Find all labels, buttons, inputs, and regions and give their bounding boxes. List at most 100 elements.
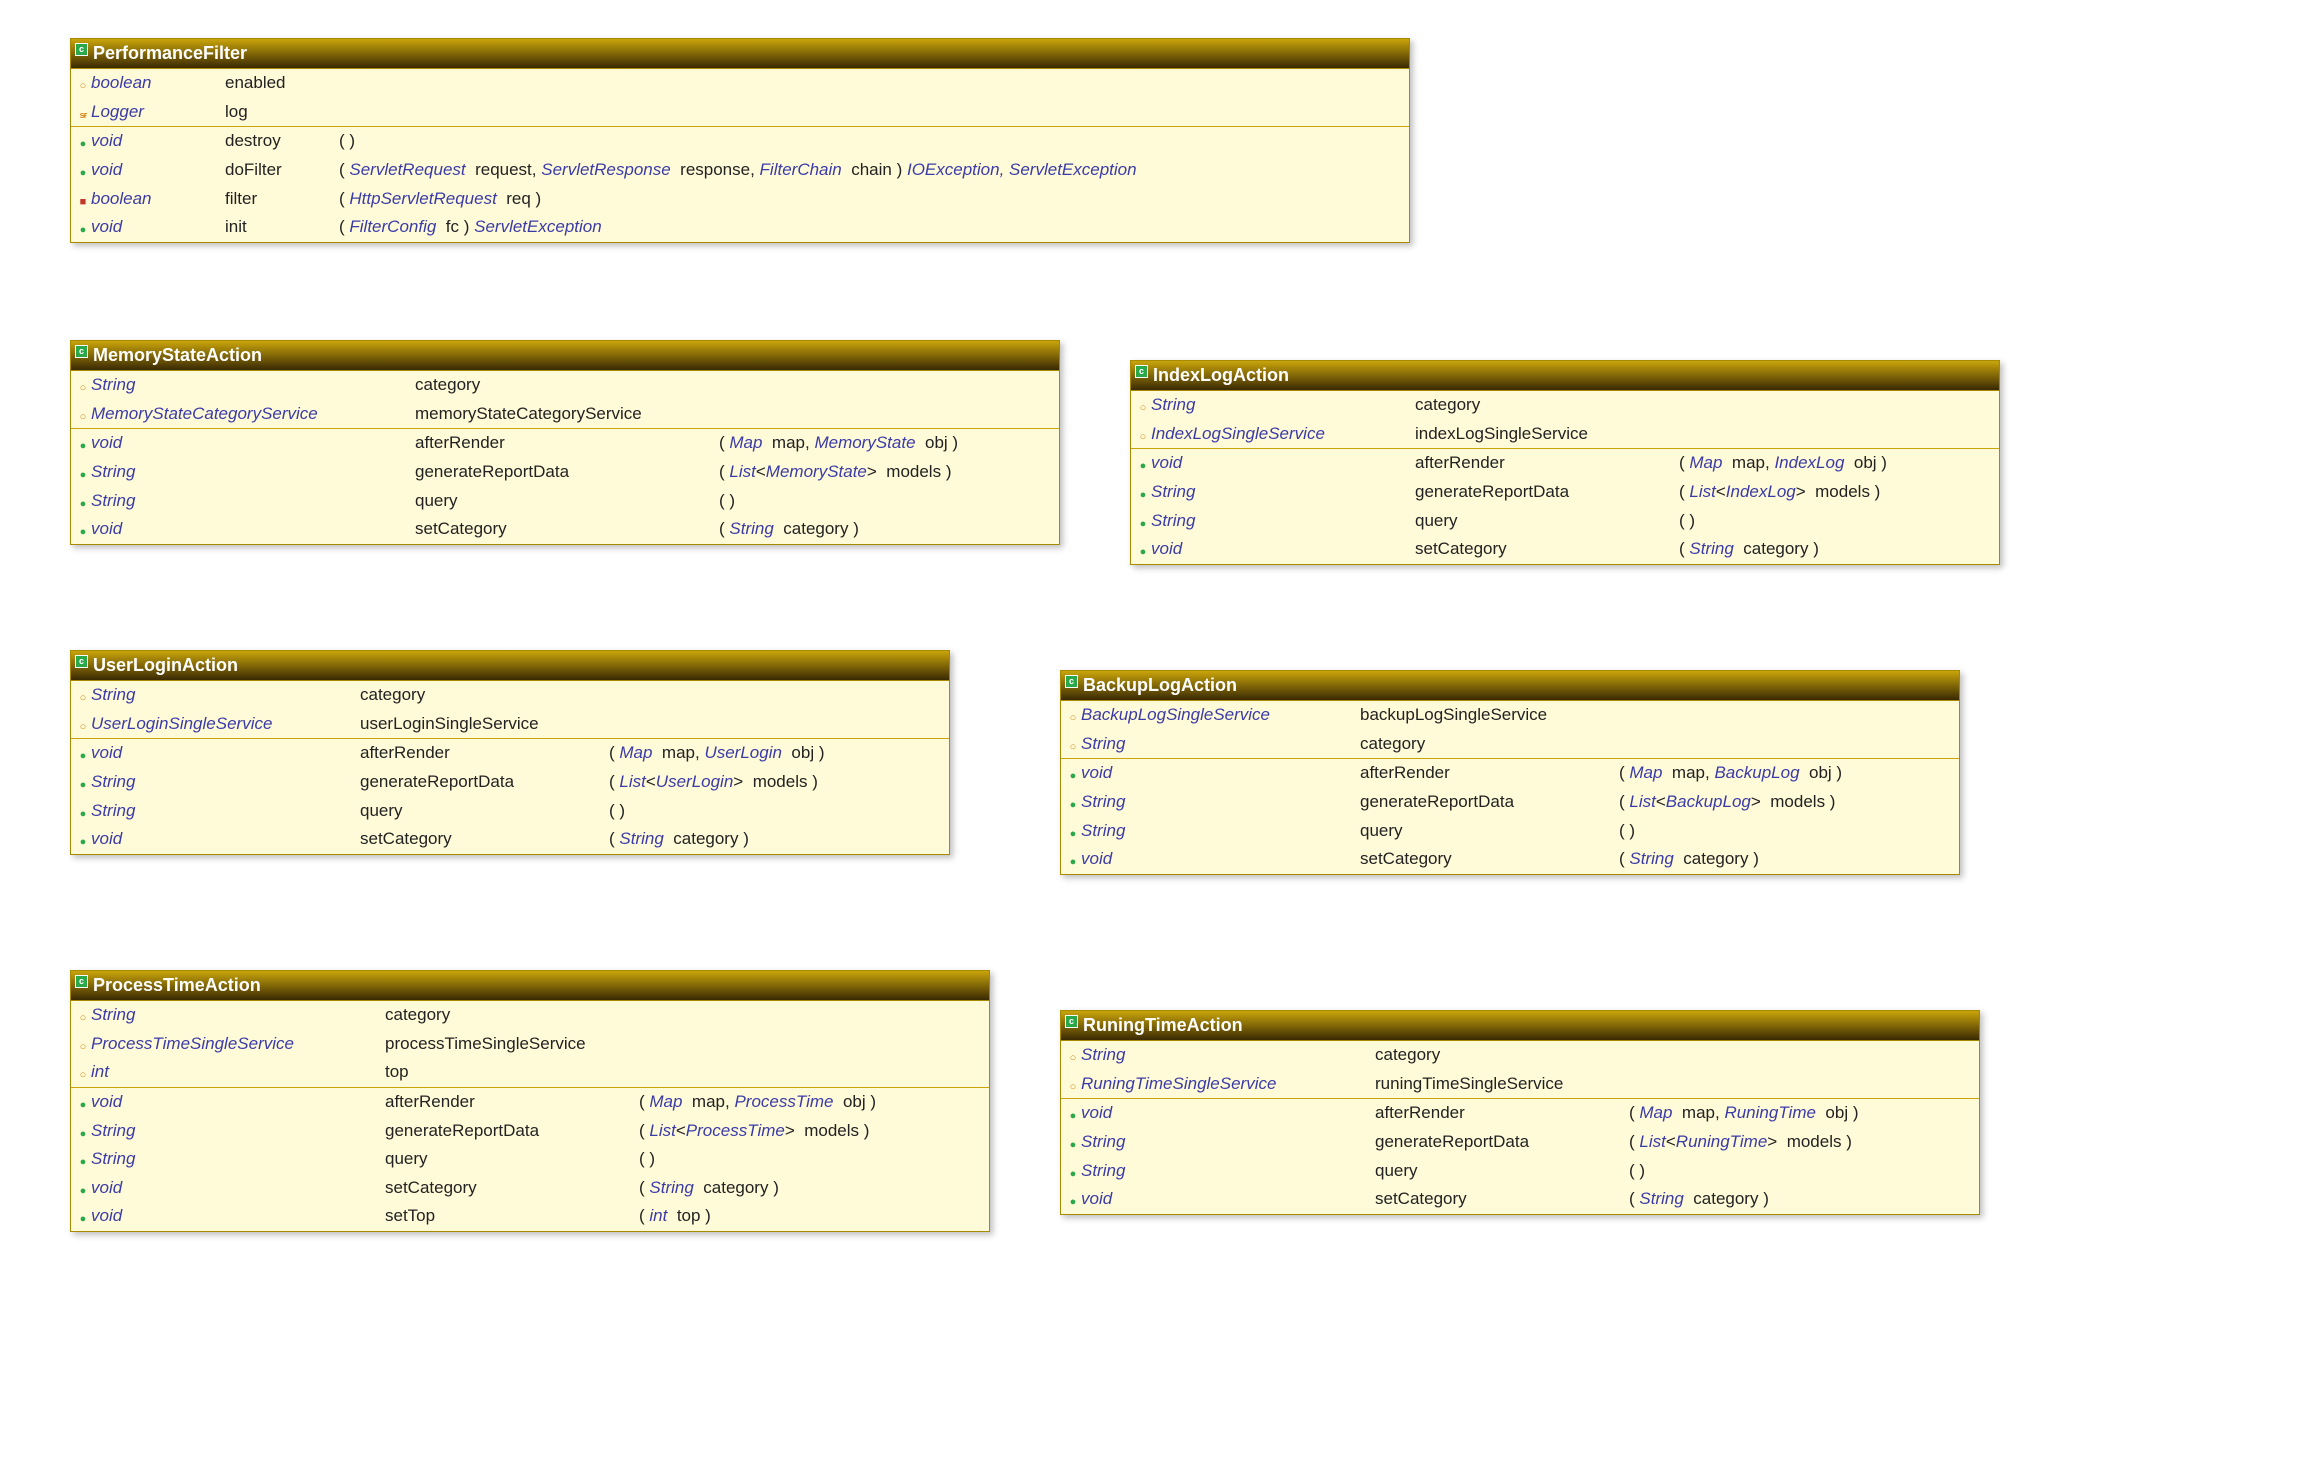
class-title: IndexLogAction bbox=[1153, 365, 1289, 385]
visibility-icon: ○ bbox=[1065, 711, 1081, 727]
method-signature: ( HttpServletRequest req ) bbox=[339, 187, 541, 212]
method-row: ●StringgenerateReportData( List<ProcessT… bbox=[71, 1117, 989, 1146]
field-type: String bbox=[91, 683, 360, 708]
field-row: ○Stringcategory bbox=[1131, 391, 1999, 420]
method-row: ●voidsetCategory( String category ) bbox=[71, 1174, 989, 1203]
field-type: BackupLogSingleService bbox=[1081, 703, 1360, 728]
method-name: destroy bbox=[225, 129, 339, 154]
method-return-type: void bbox=[1081, 1101, 1375, 1126]
method-row: ●StringgenerateReportData( List<MemorySt… bbox=[71, 458, 1059, 487]
visibility-icon: ● bbox=[1065, 798, 1081, 814]
visibility-icon: ● bbox=[1135, 488, 1151, 504]
fields-section: ○Stringcategory○ProcessTimeSingleService… bbox=[71, 1001, 989, 1088]
method-signature: ( String category ) bbox=[1679, 537, 1819, 562]
method-name: setCategory bbox=[1375, 1187, 1629, 1212]
method-row: ●voidsetCategory( String category ) bbox=[71, 825, 949, 854]
method-signature: ( ) bbox=[1629, 1159, 1645, 1184]
class-icon: c bbox=[1135, 365, 1148, 378]
visibility-icon: ● bbox=[75, 497, 91, 513]
method-signature: ( Map map, IndexLog obj ) bbox=[1679, 451, 1887, 476]
class-icon: c bbox=[75, 345, 88, 358]
visibility-icon: ■ bbox=[75, 195, 91, 211]
visibility-icon: ● bbox=[1065, 769, 1081, 785]
method-signature: ( ) bbox=[1619, 819, 1635, 844]
method-name: generateReportData bbox=[1415, 480, 1679, 505]
visibility-icon: ● bbox=[75, 807, 91, 823]
method-signature: ( Map map, UserLogin obj ) bbox=[609, 741, 824, 766]
method-return-type: void bbox=[91, 1204, 385, 1229]
field-row: ○Stringcategory bbox=[71, 1001, 989, 1030]
method-signature: ( String category ) bbox=[719, 517, 859, 542]
class-title: RuningTimeAction bbox=[1083, 1015, 1243, 1035]
method-name: afterRender bbox=[1375, 1101, 1629, 1126]
visibility-icon: ● bbox=[75, 468, 91, 484]
class-title: MemoryStateAction bbox=[93, 345, 262, 365]
uml-canvas: cPerformanceFilter○booleanenabledsғLogge… bbox=[0, 0, 2322, 1469]
methods-section: ●voidafterRender( Map map, UserLogin obj… bbox=[71, 739, 949, 854]
method-return-type: void bbox=[1151, 451, 1415, 476]
field-name: category bbox=[1375, 1043, 1454, 1068]
class-header: cPerformanceFilter bbox=[71, 39, 1409, 69]
method-row: ●voidafterRender( Map map, UserLogin obj… bbox=[71, 739, 949, 768]
visibility-icon: ○ bbox=[1135, 401, 1151, 417]
field-name: runingTimeSingleService bbox=[1375, 1072, 1577, 1097]
field-name: userLoginSingleService bbox=[360, 712, 553, 737]
visibility-icon: ● bbox=[1135, 545, 1151, 561]
method-signature: ( int top ) bbox=[639, 1204, 711, 1229]
methods-section: ●voidafterRender( Map map, MemoryState o… bbox=[71, 429, 1059, 544]
method-signature: ( ) bbox=[639, 1147, 655, 1172]
method-return-type: void bbox=[1151, 537, 1415, 562]
method-return-type: String bbox=[91, 799, 360, 824]
class-icon: c bbox=[1065, 675, 1078, 688]
method-row: ●voidsetCategory( String category ) bbox=[71, 515, 1059, 544]
method-signature: ( String category ) bbox=[1629, 1187, 1769, 1212]
visibility-icon: ○ bbox=[75, 1040, 91, 1056]
field-name: top bbox=[385, 1060, 423, 1085]
method-return-type: void bbox=[91, 215, 225, 240]
method-name: setCategory bbox=[360, 827, 609, 852]
field-name: category bbox=[1415, 393, 1494, 418]
method-name: afterRender bbox=[360, 741, 609, 766]
method-signature: ( Map map, MemoryState obj ) bbox=[719, 431, 958, 456]
method-signature: ( String category ) bbox=[639, 1176, 779, 1201]
visibility-icon: ● bbox=[1065, 1167, 1081, 1183]
method-return-type: void bbox=[91, 1176, 385, 1201]
method-name: generateReportData bbox=[1375, 1130, 1629, 1155]
class-header: cBackupLogAction bbox=[1061, 671, 1959, 701]
method-row: ●voidafterRender( Map map, BackupLog obj… bbox=[1061, 759, 1959, 788]
method-row: ●StringgenerateReportData( List<BackupLo… bbox=[1061, 788, 1959, 817]
method-name: afterRender bbox=[415, 431, 719, 456]
class-icon: c bbox=[75, 655, 88, 668]
method-return-type: String bbox=[1081, 790, 1360, 815]
method-return-type: void bbox=[91, 827, 360, 852]
method-signature: ( ) bbox=[1679, 509, 1695, 534]
class-header: cUserLoginAction bbox=[71, 651, 949, 681]
method-row: ●voidsetCategory( String category ) bbox=[1061, 1185, 1979, 1214]
method-name: setCategory bbox=[385, 1176, 639, 1201]
class-title: ProcessTimeAction bbox=[93, 975, 261, 995]
class-box-PerformanceFilter: cPerformanceFilter○booleanenabledsғLogge… bbox=[70, 38, 1410, 243]
methods-section: ●voidafterRender( Map map, RuningTime ob… bbox=[1061, 1099, 1979, 1214]
class-box-IndexLogAction: cIndexLogAction○Stringcategory○IndexLogS… bbox=[1130, 360, 2000, 565]
field-name: log bbox=[225, 100, 262, 125]
visibility-icon: ● bbox=[75, 749, 91, 765]
class-box-MemoryStateAction: cMemoryStateAction○Stringcategory○Memory… bbox=[70, 340, 1060, 545]
method-name: doFilter bbox=[225, 158, 339, 183]
method-return-type: void bbox=[91, 1090, 385, 1115]
visibility-icon: ● bbox=[1065, 1109, 1081, 1125]
field-row: ○MemoryStateCategoryServicememoryStateCa… bbox=[71, 400, 1059, 429]
method-name: generateReportData bbox=[360, 770, 609, 795]
method-row: ■booleanfilter( HttpServletRequest req ) bbox=[71, 185, 1409, 214]
method-return-type: boolean bbox=[91, 187, 225, 212]
field-row: ○ProcessTimeSingleServiceprocessTimeSing… bbox=[71, 1030, 989, 1059]
method-name: afterRender bbox=[1360, 761, 1619, 786]
method-return-type: void bbox=[1081, 761, 1360, 786]
method-name: query bbox=[1415, 509, 1679, 534]
method-row: ●Stringquery( ) bbox=[1131, 507, 1999, 536]
method-signature: ( List<MemoryState> models ) bbox=[719, 460, 951, 485]
visibility-icon: ○ bbox=[1135, 430, 1151, 446]
method-return-type: String bbox=[1151, 509, 1415, 534]
method-row: ●voidinit( FilterConfig fc ) ServletExce… bbox=[71, 213, 1409, 242]
field-type: UserLoginSingleService bbox=[91, 712, 360, 737]
class-title: PerformanceFilter bbox=[93, 43, 247, 63]
